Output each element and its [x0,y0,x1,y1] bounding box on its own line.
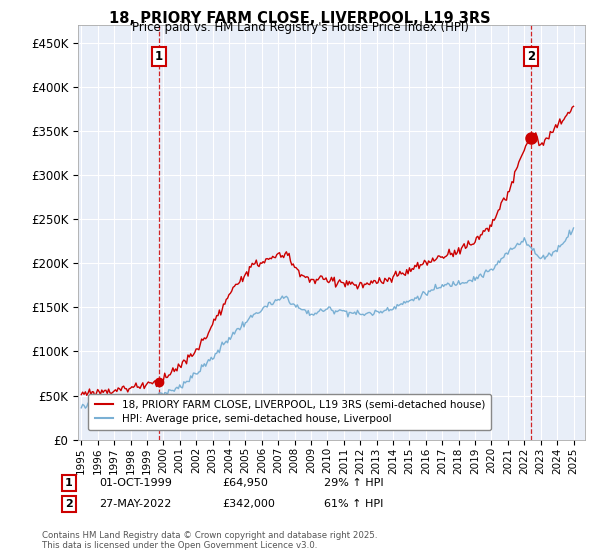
Legend: 18, PRIORY FARM CLOSE, LIVERPOOL, L19 3RS (semi-detached house), HPI: Average pr: 18, PRIORY FARM CLOSE, LIVERPOOL, L19 3R… [88,394,491,430]
Text: 1: 1 [155,49,163,63]
Text: 61% ↑ HPI: 61% ↑ HPI [324,499,383,509]
Text: £342,000: £342,000 [222,499,275,509]
Text: 2: 2 [527,49,535,63]
Text: 18, PRIORY FARM CLOSE, LIVERPOOL, L19 3RS: 18, PRIORY FARM CLOSE, LIVERPOOL, L19 3R… [109,11,491,26]
Text: 1: 1 [65,478,73,488]
Text: Price paid vs. HM Land Registry's House Price Index (HPI): Price paid vs. HM Land Registry's House … [131,21,469,34]
Text: 27-MAY-2022: 27-MAY-2022 [99,499,172,509]
Text: £64,950: £64,950 [222,478,268,488]
Text: Contains HM Land Registry data © Crown copyright and database right 2025.
This d: Contains HM Land Registry data © Crown c… [42,530,377,550]
Text: 2: 2 [65,499,73,509]
Text: 01-OCT-1999: 01-OCT-1999 [99,478,172,488]
Text: 29% ↑ HPI: 29% ↑ HPI [324,478,383,488]
